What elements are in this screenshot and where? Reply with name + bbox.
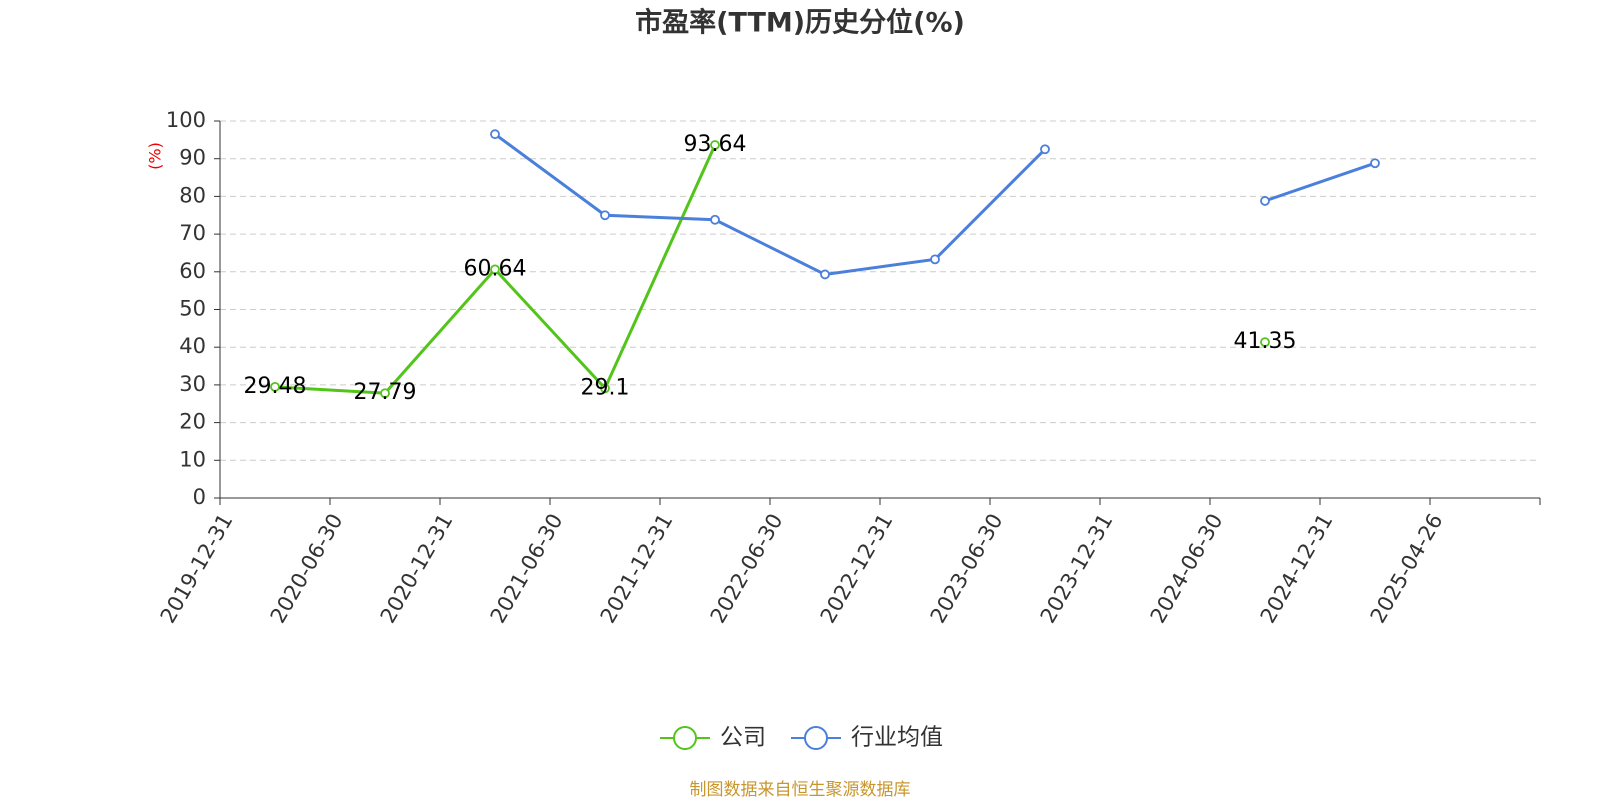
data-point bbox=[1040, 144, 1050, 155]
data-point bbox=[600, 383, 610, 394]
x-tick-label: 2025-04-26 bbox=[1366, 510, 1448, 628]
y-tick-label: 30 bbox=[179, 372, 206, 396]
source-note: 制图数据来自恒生聚源数据库 bbox=[690, 780, 911, 800]
data-point bbox=[820, 269, 830, 280]
data-point bbox=[1260, 196, 1270, 206]
data-point bbox=[380, 388, 390, 399]
y-tick-label: 40 bbox=[179, 334, 206, 358]
series-line bbox=[494, 132, 1376, 276]
x-tick-label: 2024-12-31 bbox=[1256, 510, 1338, 628]
chart-title: 市盈率(TTM)历史分位(%) bbox=[635, 7, 965, 39]
data-label: 93.64 bbox=[684, 132, 747, 157]
legend-marker bbox=[673, 726, 697, 750]
data-label: 60.64 bbox=[464, 256, 527, 281]
x-tick-label: 2020-12-31 bbox=[376, 510, 458, 628]
data-label: 29.48 bbox=[244, 374, 307, 399]
y-tick-label: 90 bbox=[179, 146, 206, 170]
data-point bbox=[710, 214, 720, 225]
y-tick-label: 100 bbox=[166, 108, 206, 132]
legend-label: 公司 bbox=[720, 725, 766, 751]
data-point bbox=[490, 264, 500, 275]
legend-marker bbox=[804, 726, 828, 750]
series-line bbox=[275, 145, 1265, 393]
data-label: 27.79 bbox=[354, 380, 417, 405]
y-tick-label: 20 bbox=[179, 410, 206, 434]
y-tick-label: 50 bbox=[179, 297, 206, 321]
x-tick-label: 2019-12-31 bbox=[156, 510, 238, 628]
y-tick-label: 80 bbox=[179, 183, 206, 207]
x-tick-label: 2021-06-30 bbox=[486, 510, 568, 628]
data-label: 29.1 bbox=[581, 375, 630, 400]
y-tick-label: 10 bbox=[179, 447, 206, 471]
x-tick-label: 2023-12-31 bbox=[1036, 510, 1118, 628]
data-label: 41.35 bbox=[1234, 329, 1297, 354]
data-point bbox=[1370, 158, 1380, 169]
legend-label: 行业均值 bbox=[851, 725, 943, 751]
data-point bbox=[490, 129, 500, 140]
data-point bbox=[270, 381, 280, 392]
data-point bbox=[1260, 337, 1270, 348]
x-tick-label: 2022-12-31 bbox=[816, 510, 898, 628]
data-point bbox=[930, 254, 940, 265]
y-tick-label: 70 bbox=[179, 221, 206, 245]
x-tick-label: 2021-12-31 bbox=[596, 510, 678, 628]
x-tick-label: 2020-06-30 bbox=[266, 510, 348, 628]
x-tick-label: 2023-06-30 bbox=[926, 510, 1008, 628]
y-tick-label: 0 bbox=[193, 485, 206, 509]
data-point bbox=[710, 140, 720, 150]
x-tick-label: 2022-06-30 bbox=[706, 510, 788, 628]
y-axis-label: (%) bbox=[146, 142, 165, 170]
y-tick-label: 60 bbox=[179, 259, 206, 283]
data-point bbox=[600, 210, 610, 221]
x-tick-label: 2024-06-30 bbox=[1146, 510, 1228, 628]
